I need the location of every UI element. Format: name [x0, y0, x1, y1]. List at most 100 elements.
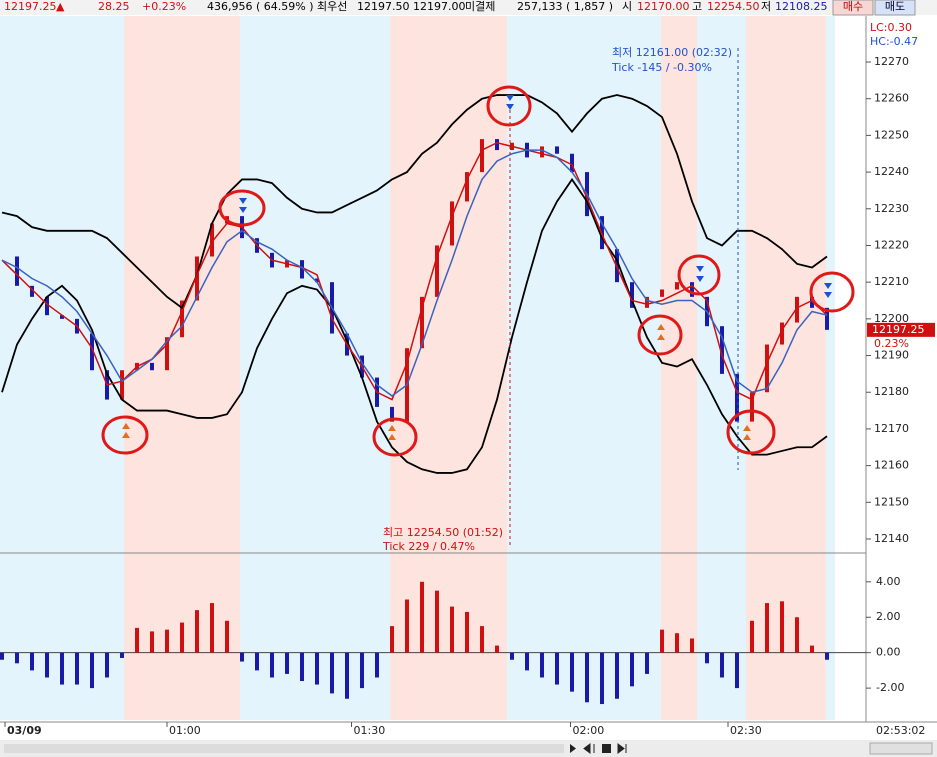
candle — [825, 307, 829, 330]
histogram-bar — [810, 645, 814, 653]
histogram-bar — [630, 652, 634, 687]
histogram-bar — [150, 631, 154, 653]
band-pink — [390, 16, 507, 720]
histogram-bar — [645, 652, 649, 674]
header-bg — [0, 0, 937, 15]
candle — [435, 245, 439, 297]
signal-circles — [101, 85, 855, 457]
buy-button[interactable] — [832, 0, 874, 16]
histogram-bar — [360, 652, 364, 689]
histogram-bar — [270, 652, 274, 678]
candle — [165, 337, 169, 371]
x-tick-label: 02:00 — [573, 724, 605, 737]
candle — [420, 296, 424, 349]
histogram-bar — [405, 599, 409, 653]
histogram-bar — [120, 652, 124, 658]
candle — [735, 373, 739, 422]
y-tick-label: 12170 — [874, 422, 909, 435]
candle — [120, 370, 124, 400]
best-ask: 12197.00 — [413, 0, 466, 13]
candle — [450, 201, 454, 246]
histogram-bar — [90, 652, 94, 689]
oi-change: ( 1,857 ) — [566, 0, 613, 13]
candle — [195, 256, 199, 301]
band-pink — [661, 16, 697, 720]
volume-ratio: ( 64.59% ) — [256, 0, 314, 13]
histogram-bar — [750, 620, 754, 653]
buy-arrow — [122, 423, 130, 438]
plot: 12140 12150 12160 12170 12180 12190 12200 12210… — [0, 21, 935, 737]
signal-circle — [486, 85, 532, 127]
histogram-bar — [210, 603, 214, 653]
candle — [675, 282, 679, 290]
histogram-bar — [735, 652, 739, 689]
best-bid: 12197.50 — [357, 0, 410, 13]
histogram-bar — [135, 627, 139, 653]
stop-button[interactable] — [602, 744, 611, 753]
candle — [570, 153, 574, 173]
histogram-bar — [30, 652, 34, 671]
y-tick-label: 12220 — [874, 238, 909, 251]
histogram-bar — [555, 652, 559, 685]
y-tick-label: 12150 — [874, 495, 909, 508]
candle — [810, 296, 814, 308]
play-button[interactable] — [570, 744, 576, 753]
high-label: 고 — [692, 0, 702, 13]
indicator-line — [1, 149, 828, 397]
y-tick-label: 12240 — [874, 165, 909, 178]
candle — [495, 139, 499, 151]
histogram-bar — [465, 611, 469, 653]
zoom-controls[interactable] — [869, 742, 933, 755]
histogram-bar — [570, 652, 574, 692]
signal-arrows — [122, 95, 832, 440]
last-price: 12197.25 — [872, 323, 925, 336]
last-pct: 0.23% — [874, 337, 909, 350]
header: 12197.25 ▲ 28.25 +0.23% 436,956 ( 64.59%… — [0, 0, 937, 16]
band-pink — [746, 16, 826, 720]
histogram-bar — [450, 606, 454, 653]
oi: 257,133 — [517, 0, 563, 13]
open: 12170.00 — [637, 0, 690, 13]
buy-label[interactable]: 매수 — [843, 0, 863, 13]
signal-circle — [809, 271, 855, 313]
indicator-line — [1, 177, 828, 474]
sell-button[interactable] — [874, 0, 916, 16]
y-tick-label: 12200 — [874, 312, 909, 325]
histogram-bar — [195, 610, 199, 653]
histogram-bar — [315, 652, 319, 685]
histogram-bar — [765, 603, 769, 653]
last: 12197.25 — [4, 0, 57, 13]
y-tick-label: 0.00 — [876, 646, 901, 659]
histogram-bar — [420, 581, 424, 653]
sell-label[interactable]: 매도 — [885, 0, 905, 13]
candle — [480, 139, 484, 173]
buy-arrow — [388, 425, 396, 440]
oi-label: 미결제 — [465, 0, 495, 13]
candle — [765, 344, 769, 393]
next-button[interactable] — [617, 743, 627, 754]
low-note: 최저 12161.00 (02:32) — [612, 46, 732, 59]
candle — [540, 146, 544, 158]
histogram-bar — [165, 629, 169, 653]
low-note: Tick -145 / -0.30% — [611, 61, 712, 74]
signal-circle — [101, 415, 149, 455]
current-time: 02:53:02 — [876, 724, 925, 737]
prev-button[interactable] — [583, 743, 595, 754]
y-tick-label: 12250 — [874, 128, 909, 141]
arrow: ▲ — [56, 0, 65, 13]
buy-arrow — [743, 425, 751, 440]
y-tick-label: 12260 — [874, 92, 909, 105]
histogram-bar — [825, 652, 829, 660]
histogram-bar — [60, 652, 64, 685]
histogram-bar — [105, 652, 109, 678]
histogram-bar — [435, 590, 439, 653]
scrollbar[interactable] — [4, 744, 564, 753]
background — [0, 16, 937, 723]
histogram-bar — [690, 638, 694, 653]
x-tick-label: 03/09 — [7, 724, 42, 737]
histogram-bar — [540, 652, 544, 678]
histogram-bar — [375, 652, 379, 678]
sell-arrow — [506, 95, 514, 110]
y-tick-label: 12140 — [874, 532, 909, 545]
